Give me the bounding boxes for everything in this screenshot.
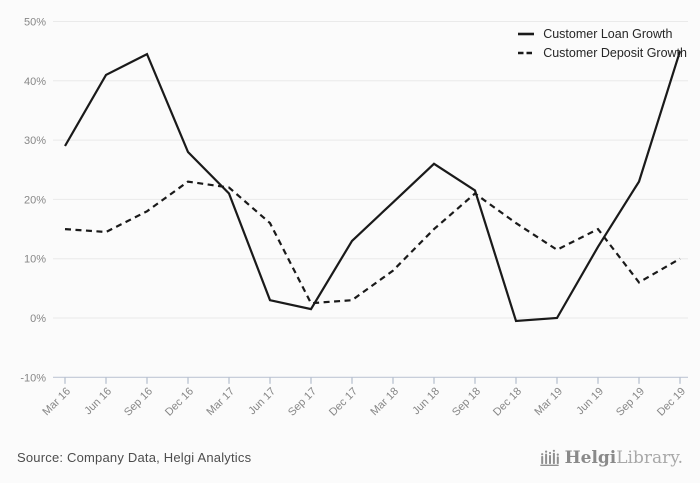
x-axis-label: Mar 17: [204, 385, 237, 418]
chart-area: 50% 40% 30% 20% 10% 0% -10% Mar 16 Jun 16 Sep 16 D…: [20, 17, 688, 419]
x-axis-label: Mar 16: [40, 385, 73, 418]
x-axis-label: Jun 17: [246, 385, 278, 417]
x-axis-label: Mar 18: [368, 385, 401, 418]
chart-footer: Source: Company Data, Helgi Analytics: [0, 432, 700, 483]
x-axis-label: Jun 19: [574, 385, 606, 417]
x-axis-label: Dec 19: [655, 385, 688, 418]
helgi-logo-bars-icon: [539, 449, 559, 466]
x-axis-label: Sep 16: [122, 385, 155, 418]
logo-wordmark: HelgiLibrary.: [565, 448, 683, 468]
growth-chart-svg: 50%40%30%20%10%0%-10%Mar 16 Jun 16 Sep 16 D…: [20, 17, 688, 419]
legend-item-loan-growth[interactable]: Customer Loan Growth: [517, 25, 687, 43]
y-axis-label: 10%: [24, 254, 46, 266]
x-axis-label: Mar 19: [532, 385, 565, 418]
legend-item-deposit-growth[interactable]: Customer Deposit Growth: [517, 44, 687, 62]
source-note: Source: Company Data, Helgi Analytics: [17, 450, 252, 465]
chart-line-loan-growth: [64, 50, 682, 323]
chart-legend: Customer Loan Growth Customer Deposit Gr…: [517, 25, 687, 62]
legend-label-deposit-growth: Customer Deposit Growth: [543, 46, 687, 60]
x-axis-label: Dec 16: [163, 385, 196, 418]
logo-text-helgi: Helgi: [564, 447, 617, 468]
legend-label-loan-growth: Customer Loan Growth: [543, 27, 673, 41]
x-axis-label: Sep 17: [286, 385, 319, 418]
y-axis-label: 20%: [24, 194, 46, 206]
dashed-line-marker-icon: [518, 51, 535, 55]
y-axis-label: -10%: [20, 372, 46, 384]
x-axis-label: Sep 18: [450, 385, 483, 418]
x-axis-label: Jun 18: [410, 385, 442, 417]
logo-text-library: Library.: [616, 447, 683, 468]
y-axis-label: 50%: [24, 17, 46, 29]
x-axis-label: Dec 18: [491, 385, 524, 418]
chart-line-deposit-growth: [64, 180, 681, 305]
y-axis-label: 0%: [30, 313, 46, 325]
helgi-library-logo[interactable]: HelgiLibrary.: [539, 448, 683, 468]
x-axis-label: Dec 17: [327, 385, 360, 418]
y-axis-label: 30%: [24, 135, 46, 147]
y-axis-label: 40%: [24, 76, 46, 88]
x-axis-label: Sep 19: [614, 385, 647, 418]
x-axis-label: Jun 16: [82, 385, 114, 417]
solid-line-marker-icon: [518, 32, 535, 36]
